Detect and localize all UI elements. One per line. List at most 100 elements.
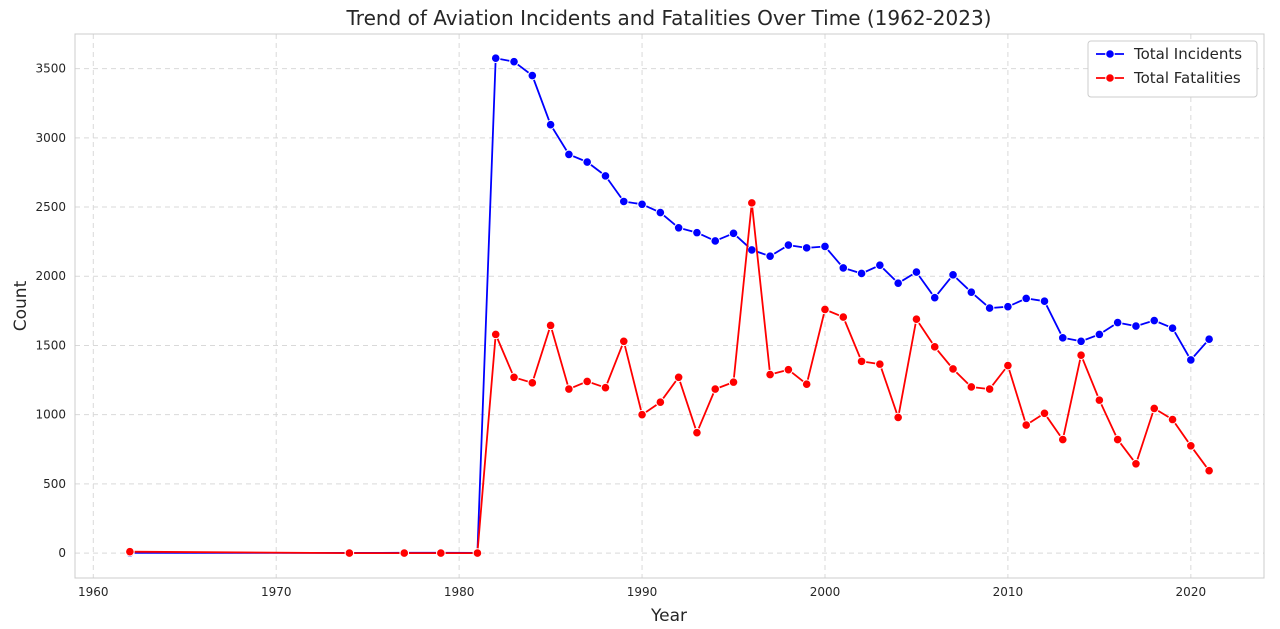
legend-marker [1105,73,1115,83]
data-point [399,548,410,558]
y-tick-label: 2500 [35,200,66,214]
data-point [1076,350,1086,360]
data-point [1149,315,1160,326]
data-point [948,364,958,374]
data-point [436,548,446,558]
data-point [472,548,483,558]
data-point [490,329,501,340]
data-point [820,304,830,315]
data-point [820,241,830,252]
data-point [1039,296,1050,306]
data-point [710,236,721,246]
y-tick-label: 2000 [35,269,66,283]
data-point [1167,414,1178,425]
data-point [856,356,867,367]
data-point [1039,408,1050,419]
data-point [765,251,775,261]
data-point [911,314,922,324]
data-point [637,409,647,420]
legend-label: Total Incidents [1133,45,1242,63]
data-point [966,287,977,297]
data-point [728,377,739,387]
data-point [582,376,592,387]
data-point [1131,459,1141,469]
data-point [600,382,611,393]
data-point [692,427,702,438]
data-point [1094,395,1105,405]
data-point [984,303,995,313]
data-point [710,384,721,394]
legend-label: Total Fatalities [1133,69,1241,87]
x-tick-label: 1970 [261,585,292,599]
data-point [948,270,958,280]
data-point [1112,434,1123,445]
data-point [1167,323,1178,333]
data-point [673,372,684,383]
x-tick-label: 1980 [444,585,475,599]
data-point [747,198,757,208]
y-axis-label: Count [11,280,31,331]
data-point [838,312,849,322]
data-point [1149,403,1160,414]
data-point [1131,321,1141,331]
data-point [344,548,355,558]
data-point [509,372,519,383]
data-point [1204,334,1214,345]
data-point [1186,441,1196,451]
data-point [564,384,574,394]
y-tick-label: 1500 [35,338,66,352]
x-tick-label: 2010 [993,585,1024,599]
data-point [875,260,885,270]
plot-frame [74,33,1265,579]
data-point [655,397,666,408]
x-axis-label: Year [650,606,687,626]
y-tick-label: 3500 [35,62,66,76]
data-point [1057,333,1068,343]
y-tick-label: 500 [43,477,66,491]
data-point [1076,336,1086,347]
data-point [509,56,519,67]
data-point [801,379,812,390]
data-point [637,199,647,210]
data-point [728,228,739,239]
data-point [747,245,757,255]
data-point [875,359,885,369]
data-point [984,384,995,394]
data-point [655,207,666,218]
data-point [893,412,903,423]
data-point [527,70,538,81]
data-point [490,53,501,64]
y-tick-label: 0 [58,546,66,560]
series-line [129,57,1210,554]
chart-title: Trend of Aviation Incidents and Fataliti… [346,6,992,30]
series-line [129,201,1210,554]
series-total-incidents [125,53,1214,558]
x-tick-label: 2000 [810,585,841,599]
data-point [783,364,794,375]
grid-lines [75,34,1264,578]
data-point [564,149,574,160]
data-point [911,267,922,277]
data-point [1204,465,1214,476]
y-axis-ticks: 0 500 1000 1500 2000 2500 3000 3500 [35,62,66,560]
data-point [125,546,135,557]
data-point [618,196,629,207]
data-point [1057,434,1068,445]
data-point [692,227,702,238]
series-layer [125,53,1214,558]
data-point [1003,360,1013,371]
x-tick-label: 2020 [1176,585,1207,599]
x-tick-label: 1990 [627,585,658,599]
data-point [600,171,611,181]
data-point [545,119,556,130]
data-point [1186,355,1196,365]
legend-box [1087,40,1258,98]
series-total-fatalities [125,198,1214,558]
data-point [673,222,684,233]
data-point [545,320,556,331]
legend-marker [1105,49,1115,59]
x-tick-label: 1960 [78,585,109,599]
data-point [765,369,775,380]
